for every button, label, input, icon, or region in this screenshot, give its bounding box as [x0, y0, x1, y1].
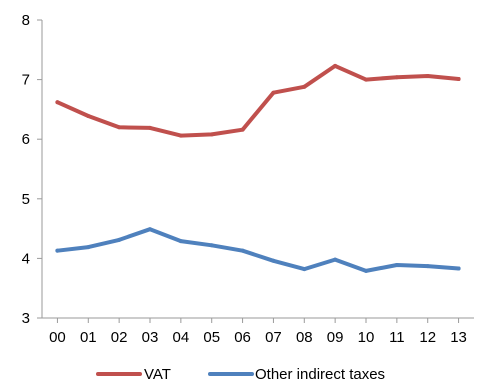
x-tick-label: 04 — [173, 329, 190, 346]
x-tick-label: 03 — [142, 329, 159, 346]
data-point-other-indirect-taxes — [456, 266, 461, 271]
data-point-other-indirect-taxes — [55, 248, 60, 253]
data-point-other-indirect-taxes — [333, 257, 338, 262]
data-point-other-indirect-taxes — [209, 243, 214, 248]
data-point-vat — [271, 90, 276, 95]
y-tick-label: 4 — [22, 250, 30, 267]
data-point-vat — [394, 75, 399, 80]
y-tick-label: 6 — [22, 131, 30, 148]
x-tick-label: 01 — [80, 329, 97, 346]
series-lines — [55, 63, 461, 273]
x-tick-label: 13 — [450, 329, 467, 346]
x-tick-label: 11 — [389, 329, 405, 346]
x-tick-label: 08 — [296, 329, 313, 346]
data-point-vat — [302, 84, 307, 89]
legend-label-other-indirect-taxes: Other indirect taxes — [255, 366, 385, 383]
x-axis-ticks: 00 01 02 03 04 05 06 07 08 09 10 11 12 13 — [49, 318, 467, 346]
data-point-vat — [86, 113, 91, 118]
data-point-other-indirect-taxes — [364, 268, 368, 273]
x-tick-label: 05 — [203, 329, 220, 346]
data-point-vat — [178, 133, 183, 138]
legend: VAT Other indirect taxes — [96, 366, 385, 383]
data-point-vat — [333, 63, 338, 68]
x-tick-label: 02 — [111, 329, 128, 346]
data-point-other-indirect-taxes — [178, 239, 183, 244]
data-point-other-indirect-taxes — [86, 245, 91, 250]
data-point-vat — [456, 77, 461, 82]
data-point-vat — [148, 125, 152, 130]
y-tick-label: 5 — [22, 191, 30, 208]
data-point-other-indirect-taxes — [271, 258, 276, 263]
x-tick-label: 09 — [327, 329, 344, 346]
x-tick-label: 00 — [49, 329, 66, 346]
x-tick-label: 12 — [419, 329, 436, 346]
x-tick-label: 07 — [265, 329, 282, 346]
data-point-vat — [117, 125, 122, 130]
data-point-other-indirect-taxes — [425, 264, 430, 269]
x-tick-label: 10 — [358, 329, 375, 346]
data-point-vat — [240, 127, 245, 132]
series-line-vat — [55, 63, 461, 138]
data-point-vat — [55, 100, 60, 105]
data-point-other-indirect-taxes — [240, 248, 245, 253]
y-tick-label: 8 — [22, 12, 30, 29]
y-tick-label: 3 — [22, 310, 30, 327]
y-tick-label: 7 — [22, 72, 30, 89]
data-point-vat — [209, 132, 214, 137]
data-point-other-indirect-taxes — [117, 237, 122, 242]
series-line-other-indirect-taxes — [55, 227, 461, 273]
x-tick-label: 06 — [234, 329, 251, 346]
data-point-vat — [425, 74, 430, 79]
data-point-other-indirect-taxes — [302, 267, 307, 272]
legend-label-vat: VAT — [144, 366, 171, 383]
data-point-vat — [364, 77, 368, 82]
data-point-other-indirect-taxes — [394, 262, 399, 267]
y-axis-ticks: 3 4 5 6 7 8 — [22, 12, 42, 327]
data-point-other-indirect-taxes — [148, 227, 152, 232]
